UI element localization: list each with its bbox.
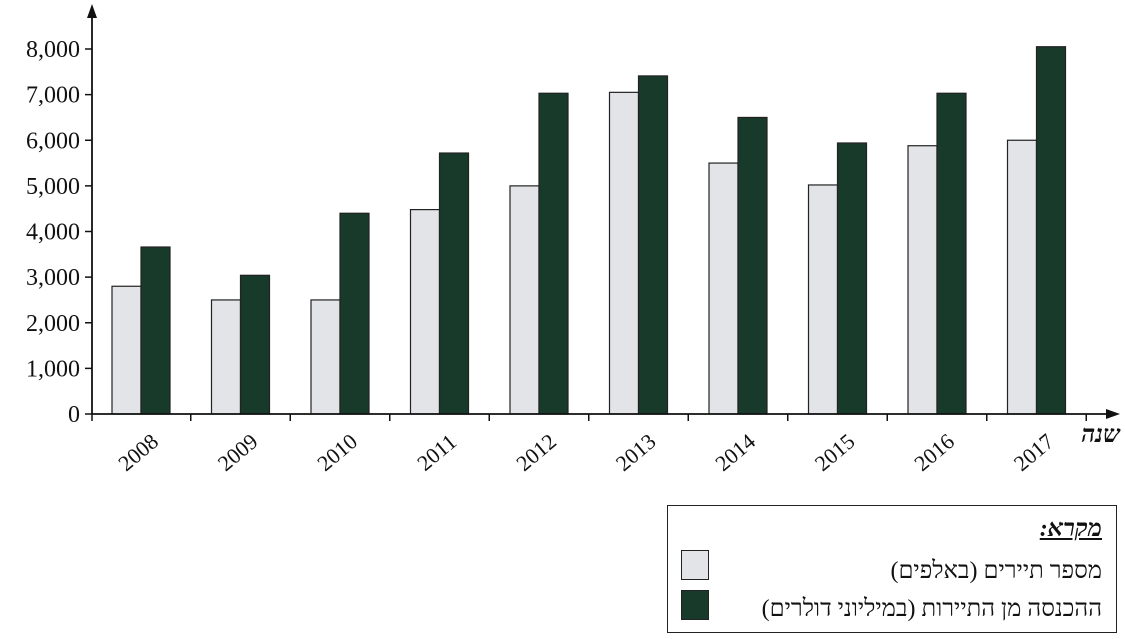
- x-tick-label-2010: 2010: [312, 429, 362, 476]
- legend: מקרא: מספר תיירים (באלפים) ההכנסה מן התי…: [667, 505, 1117, 633]
- x-tick-label-2013: 2013: [611, 429, 661, 476]
- y-tick-label-5000: 5,000: [26, 174, 80, 200]
- bar-income-2017: [1035, 46, 1067, 415]
- bar-tourists-2010: [310, 299, 341, 415]
- bar-income-2012: [538, 92, 569, 415]
- y-tick-label-2000: 2,000: [26, 311, 80, 337]
- x-tick-label-2015: 2015: [810, 429, 860, 476]
- legend-label-income: ההכנסה מן התיירות (במיליוני דולרים): [761, 596, 1102, 622]
- bar-tourists-2013: [608, 91, 640, 415]
- y-tick-label-8000: 8,000: [26, 37, 80, 63]
- bar-income-2013: [637, 75, 669, 415]
- bar-tourists-2015: [807, 184, 839, 415]
- bar-tourists-2009: [210, 299, 242, 415]
- x-tick-label-2011: 2011: [412, 429, 461, 476]
- x-tick-label-2009: 2009: [213, 429, 263, 476]
- bar-income-2016: [936, 92, 967, 415]
- x-tick-label-2016: 2016: [909, 429, 959, 476]
- bar-tourists-2008: [111, 285, 142, 415]
- bar-income-2014: [737, 116, 768, 415]
- bar-tourists-2016: [907, 145, 938, 415]
- bar-income-2008: [140, 246, 171, 415]
- bar-income-2010: [339, 212, 370, 415]
- bar-tourists-2011: [409, 209, 441, 415]
- bar-income-2009: [239, 274, 271, 415]
- bar-tourists-2012: [509, 185, 540, 415]
- legend-swatch-income: [681, 590, 709, 620]
- y-tick-label-1000: 1,000: [26, 356, 80, 382]
- legend-label-tourists: מספר תיירים (באלפים): [890, 558, 1102, 584]
- y-tick-label-0: 0: [68, 402, 80, 428]
- bar-tourists-2014: [708, 162, 739, 415]
- y-tick-label-4000: 4,000: [26, 220, 80, 246]
- x-axis-arrow: [1106, 409, 1120, 419]
- legend-swatch-tourists: [681, 550, 709, 580]
- y-tick-label-7000: 7,000: [26, 83, 80, 109]
- bar-income-2011: [438, 152, 470, 415]
- legend-title: מקרא:: [1039, 516, 1102, 542]
- x-axis-label: שנה: [1081, 422, 1121, 448]
- x-tick-label-2017: 2017: [1009, 429, 1059, 476]
- y-tick-label-6000: 6,000: [26, 128, 80, 154]
- y-axis-arrow: [87, 4, 97, 18]
- y-tick-label-3000: 3,000: [26, 265, 80, 291]
- bar-income-2015: [836, 142, 868, 415]
- x-tick-label-2014: 2014: [710, 429, 760, 476]
- x-tick-label-2012: 2012: [511, 429, 561, 476]
- bars-group: [111, 46, 1067, 415]
- x-tick-label-2008: 2008: [113, 429, 163, 476]
- bar-tourists-2017: [1006, 139, 1038, 415]
